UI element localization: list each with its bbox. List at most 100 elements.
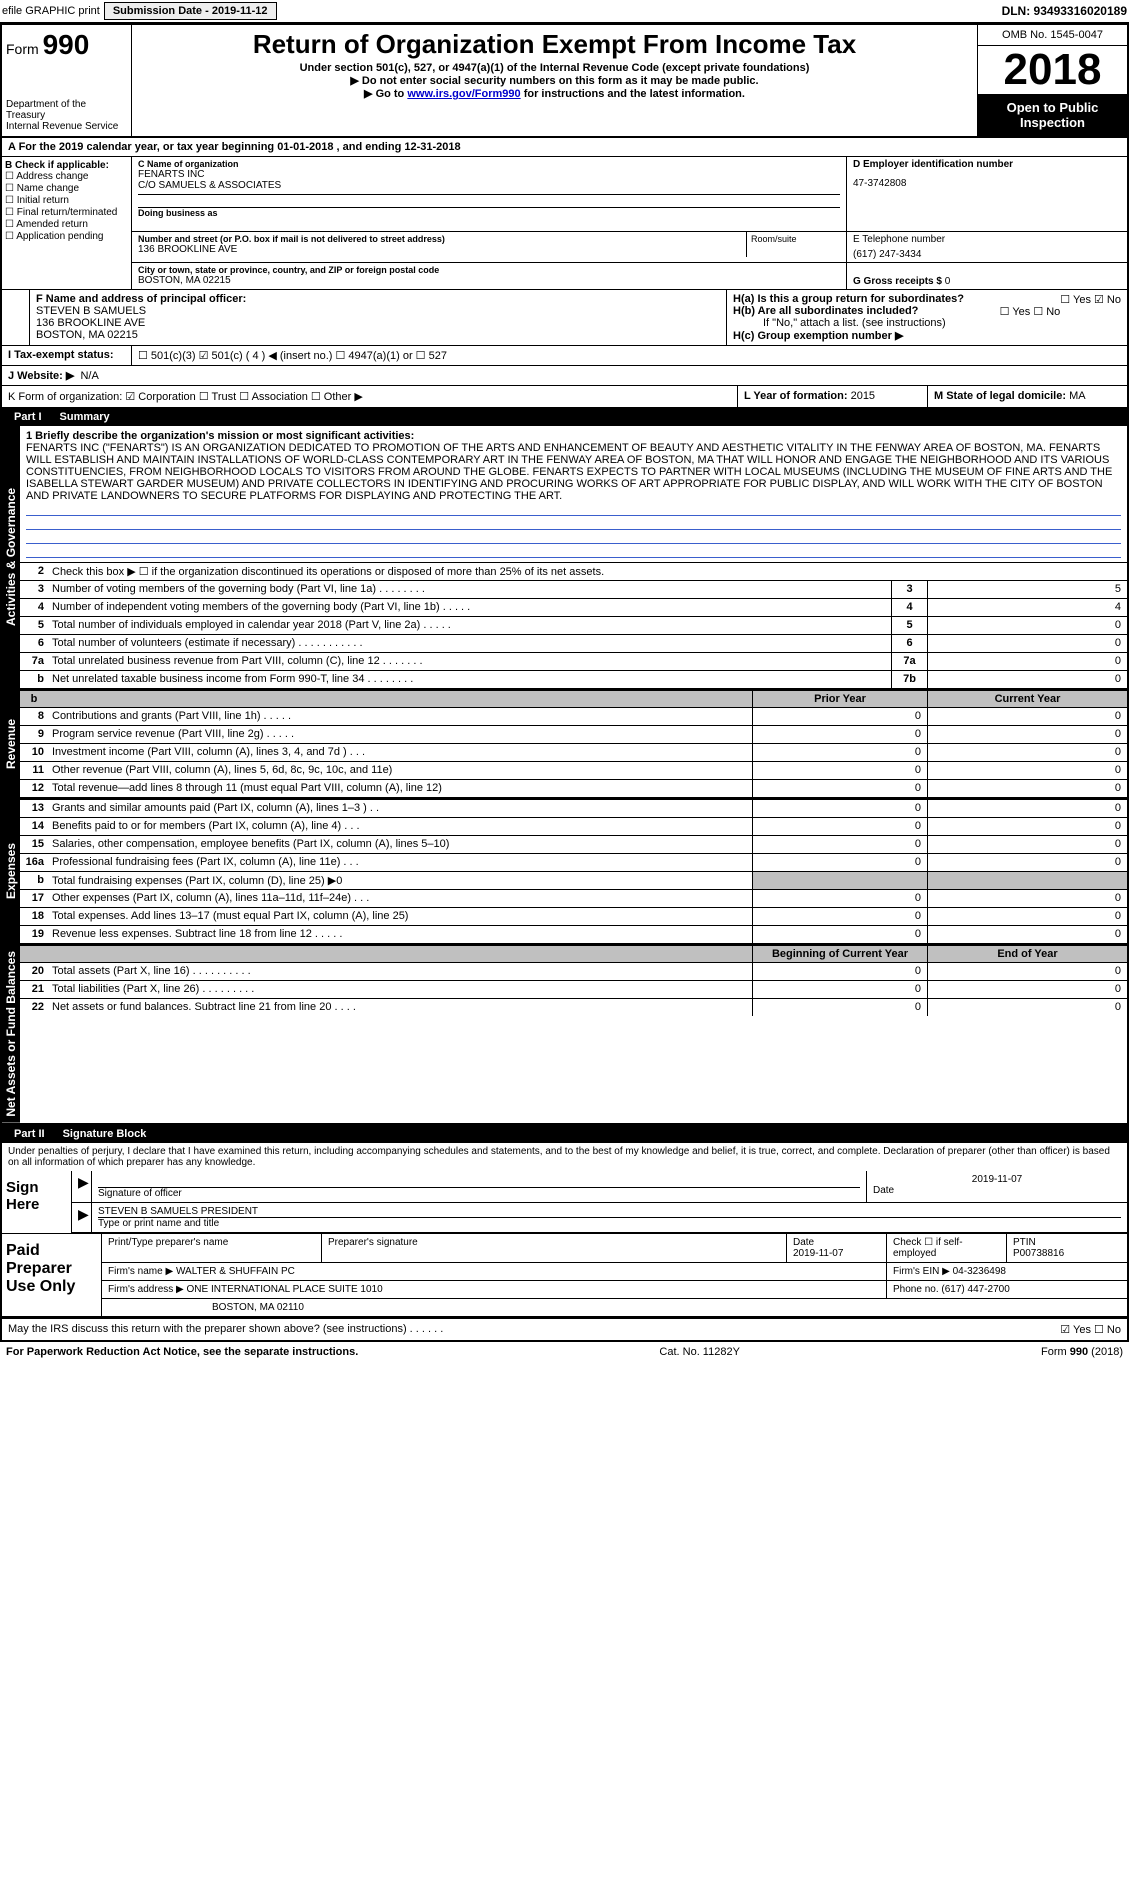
firm-phone: (617) 447-2700 (941, 1284, 1009, 1295)
treasury-dept: Department of the Treasury Internal Reve… (6, 99, 127, 132)
ein: 47-3742808 (853, 178, 1121, 189)
firm-addr-lbl: Firm's address ▶ (108, 1284, 184, 1295)
org-name-1: FENARTS INC (138, 169, 840, 180)
street: 136 BROOKLINE AVE (138, 244, 740, 255)
expenses-section: Expenses 13Grants and similar amounts pa… (2, 799, 1127, 945)
firm-ein: 04-3236498 (953, 1266, 1006, 1277)
submission-date-btn[interactable]: Submission Date - 2019-11-12 (104, 2, 277, 20)
chk-final[interactable]: Final return/terminated (5, 207, 128, 218)
officer-addr1: 136 BROOKLINE AVE (36, 317, 145, 329)
website: N/A (80, 370, 98, 382)
netassets-section: Net Assets or Fund Balances Beginning of… (2, 945, 1127, 1125)
ha-ans[interactable]: ☐ Yes ☑ No (1060, 293, 1121, 306)
sig-date: 2019-11-07 (873, 1174, 1121, 1185)
subtitle-3: ▶ Go to www.irs.gov/Form990 for instruct… (142, 87, 967, 100)
fin-line: 18Total expenses. Add lines 13–17 (must … (20, 907, 1127, 925)
side-exp: Expenses (2, 799, 20, 943)
j-lbl: J Website: ▶ (8, 370, 74, 382)
gov-line: 7aTotal unrelated business revenue from … (20, 652, 1127, 670)
hb-note: If "No," attach a list. (see instruction… (733, 317, 1121, 329)
firm-ein-lbl: Firm's EIN ▶ (893, 1266, 950, 1277)
mission-lbl: 1 Briefly describe the organization's mi… (26, 430, 414, 442)
irs-link[interactable]: www.irs.gov/Form990 (407, 88, 520, 100)
footer-left: For Paperwork Reduction Act Notice, see … (6, 1346, 358, 1358)
check-applicable: B Check if applicable: Address change Na… (2, 157, 132, 289)
room-suite: Room/suite (746, 232, 846, 257)
g-receipts-lbl: G Gross receipts $ (853, 276, 942, 287)
subtitle-2: ▶ Do not enter social security numbers o… (142, 74, 967, 87)
chk-address[interactable]: Address change (5, 171, 128, 182)
form-header: Form 990 Department of the Treasury Inte… (2, 25, 1127, 138)
chk-name[interactable]: Name change (5, 183, 128, 194)
subtitle-1: Under section 501(c), 527, or 4947(a)(1)… (142, 62, 967, 74)
i-lbl: I Tax-exempt status: (8, 349, 114, 361)
penalty-text: Under penalties of perjury, I declare th… (2, 1143, 1127, 1171)
part-ii-num: Part II (8, 1128, 51, 1140)
hb-lbl: H(b) Are all subordinates included? (733, 305, 918, 317)
revenue-header: b Prior Year Current Year (20, 690, 1127, 707)
footer-right: Form 990 (2018) (1041, 1346, 1123, 1358)
part-ii-title: Signature Block (63, 1128, 147, 1140)
sig-officer-lbl: Signature of officer (98, 1188, 182, 1199)
l-lbl: L Year of formation: (744, 390, 848, 402)
chk-initial[interactable]: Initial return (5, 195, 128, 206)
tax-year: 2018 (978, 46, 1127, 94)
prior-year-hdr: Prior Year (752, 691, 927, 707)
chk-pending[interactable]: Application pending (5, 231, 128, 242)
g-receipts: 0 (945, 276, 951, 287)
chk-amended[interactable]: Amended return (5, 219, 128, 230)
prep-name-lbl: Print/Type preparer's name (102, 1234, 322, 1262)
end-year-hdr: End of Year (927, 946, 1127, 962)
phone: (617) 247-3434 (853, 249, 1121, 260)
fin-line: 20Total assets (Part X, line 16) . . . .… (20, 962, 1127, 980)
k-form-org[interactable]: K Form of organization: ☑ Corporation ☐ … (2, 386, 737, 407)
b-label: B Check if applicable: (5, 160, 109, 171)
form-word: Form (6, 41, 39, 57)
gov-line: 5Total number of individuals employed in… (20, 616, 1127, 634)
fin-line: 21Total liabilities (Part X, line 26) . … (20, 980, 1127, 998)
sig-date-lbl: Date (873, 1185, 894, 1196)
part-ii-header: Part II Signature Block (2, 1125, 1127, 1143)
gov-line: 3Number of voting members of the governi… (20, 580, 1127, 598)
omb-number: OMB No. 1545-0047 (978, 25, 1127, 46)
city: BOSTON, MA 02215 (138, 275, 840, 286)
discuss-ans[interactable]: ☑ Yes ☐ No (1060, 1323, 1121, 1336)
f-lbl: F Name and address of principal officer: (36, 293, 246, 305)
part-i-num: Part I (8, 411, 48, 423)
form-container: Form 990 Department of the Treasury Inte… (0, 23, 1129, 1342)
page-footer: For Paperwork Reduction Act Notice, see … (0, 1342, 1129, 1362)
begin-year-hdr: Beginning of Current Year (752, 946, 927, 962)
prep-sig-lbl: Preparer's signature (322, 1234, 787, 1262)
ha-lbl: H(a) Is this a group return for subordin… (733, 293, 964, 305)
fin-line: 15Salaries, other compensation, employee… (20, 835, 1127, 853)
revenue-section: Revenue b Prior Year Current Year 8Contr… (2, 690, 1127, 799)
paid-preparer-label: Paid Preparer Use Only (2, 1234, 102, 1316)
fin-line: 19Revenue less expenses. Subtract line 1… (20, 925, 1127, 943)
na-header: Beginning of Current Year End of Year (20, 945, 1127, 962)
gov-line: 6Total number of volunteers (estimate if… (20, 634, 1127, 652)
arrow-icon (72, 1171, 92, 1202)
current-year-hdr: Current Year (927, 691, 1127, 707)
e-phone-lbl: E Telephone number (853, 234, 1121, 245)
side-gov: Activities & Governance (2, 426, 20, 688)
firm-name-lbl: Firm's name ▶ (108, 1266, 173, 1277)
m-lbl: M State of legal domicile: (934, 390, 1066, 402)
d-ein-lbl: D Employer identification number (853, 159, 1013, 170)
fin-line: 12Total revenue—add lines 8 through 11 (… (20, 779, 1127, 797)
fin-line: 9Program service revenue (Part VIII, lin… (20, 725, 1127, 743)
efile-topbar: efile GRAPHIC print Submission Date - 20… (0, 0, 1129, 23)
city-lbl: City or town, state or province, country… (138, 265, 840, 275)
self-employed[interactable]: Check ☐ if self-employed (887, 1234, 1007, 1262)
hb-ans[interactable]: ☐ Yes ☐ No (1000, 305, 1061, 318)
fin-line: 13Grants and similar amounts paid (Part … (20, 799, 1127, 817)
i-text[interactable]: ☐ 501(c)(3) ☑ 501(c) ( 4 ) ◀ (insert no.… (132, 346, 1127, 365)
sign-here-block: Sign Here Signature of officer 2019-11-0… (2, 1171, 1127, 1234)
print-name-lbl: Type or print name and title (98, 1218, 219, 1229)
discuss-q: May the IRS discuss this return with the… (8, 1323, 1060, 1335)
ptin-lbl: PTIN (1013, 1237, 1036, 1248)
paid-preparer-block: Paid Preparer Use Only Print/Type prepar… (2, 1234, 1127, 1318)
dba-lbl: Doing business as (138, 208, 840, 218)
footer-center: Cat. No. 11282Y (659, 1346, 740, 1358)
part-i-header: Part I Summary (2, 408, 1127, 426)
firm-phone-lbl: Phone no. (893, 1284, 939, 1295)
